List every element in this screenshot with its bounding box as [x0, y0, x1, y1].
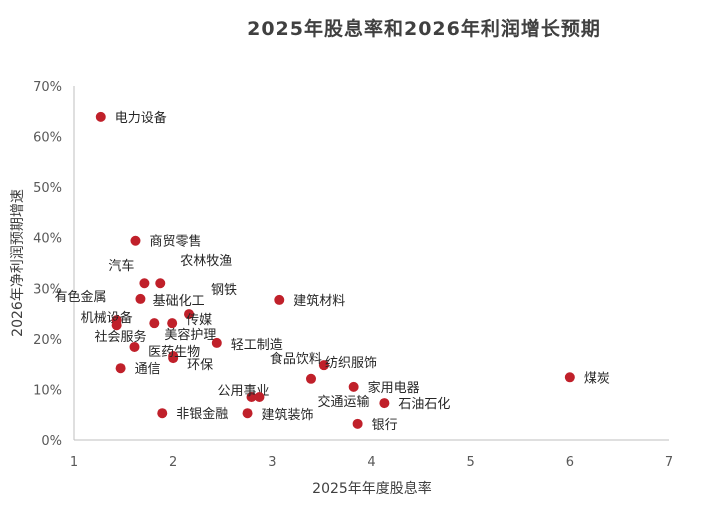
y-tick-label: 70% — [33, 80, 62, 95]
point-label: 交通运输 — [317, 394, 369, 410]
data-point — [155, 278, 166, 289]
point-label: 轻工制造 — [231, 338, 283, 353]
y-tick-label: 10% — [33, 383, 62, 398]
point-label: 建筑材料 — [293, 293, 345, 309]
y-tick-label: 20% — [33, 333, 62, 348]
point-label: 通信 — [135, 362, 161, 377]
data-point — [379, 398, 390, 409]
point-label: 非银金融 — [176, 406, 228, 422]
y-axis-label: 2026年净利润预期增速 — [10, 189, 26, 337]
data-point — [149, 318, 160, 329]
y-tick-label: 50% — [33, 181, 62, 196]
chart-title: 2025年股息率和2026年利润增长预期 — [247, 17, 601, 40]
data-point — [139, 278, 150, 289]
data-point — [184, 309, 195, 320]
data-point — [352, 418, 363, 429]
data-point — [111, 320, 122, 331]
x-tick-label: 3 — [268, 455, 276, 470]
data-point — [95, 111, 106, 122]
data-point — [348, 381, 359, 392]
point-label: 电力设备 — [115, 110, 167, 126]
point-label: 建筑装饰 — [262, 407, 314, 423]
point-label: 基础化工 — [153, 294, 205, 309]
point-label: 商贸零售 — [149, 234, 201, 250]
data-point — [246, 392, 257, 403]
y-tick-label: 30% — [33, 282, 62, 297]
data-point — [167, 318, 178, 329]
data-point — [135, 293, 146, 304]
data-point — [318, 360, 329, 371]
data-point — [157, 408, 168, 419]
point-label: 有色金属 — [54, 289, 106, 305]
point-label: 传媒 — [186, 313, 212, 328]
x-tick-label: 7 — [665, 455, 673, 470]
data-point — [254, 392, 265, 403]
y-tick-label: 60% — [33, 131, 62, 146]
y-tick-label: 40% — [33, 232, 62, 247]
point-label: 美容护理 — [164, 327, 216, 343]
data-point — [115, 363, 126, 374]
point-label: 食品饮料 — [270, 351, 322, 367]
x-tick-label: 1 — [70, 455, 78, 470]
x-tick-label: 5 — [467, 455, 475, 470]
data-point — [306, 373, 317, 384]
data-point — [564, 372, 575, 383]
x-axis-label: 2025年年度股息率 — [312, 480, 432, 497]
point-label: 机械设备 — [81, 310, 133, 326]
x-tick-label: 2 — [169, 455, 177, 470]
data-point — [211, 337, 222, 348]
data-point — [129, 341, 140, 352]
data-point — [130, 235, 141, 246]
point-label: 家用电器 — [368, 380, 420, 396]
point-label: 医药生物 — [148, 345, 200, 360]
y-tick-label: 0% — [41, 434, 62, 449]
data-point — [168, 351, 179, 362]
point-label: 银行 — [372, 418, 398, 433]
x-tick-label: 4 — [367, 455, 375, 470]
point-label: 纺织服饰 — [325, 356, 377, 371]
point-label: 钢铁 — [211, 283, 237, 298]
x-tick-label: 6 — [566, 455, 574, 470]
data-point — [242, 408, 253, 419]
point-label: 石油石化 — [398, 397, 450, 412]
point-label: 汽车 — [108, 258, 134, 274]
point-label: 农林牧渔 — [180, 254, 232, 269]
data-point — [274, 294, 285, 305]
point-label: 环保 — [187, 358, 213, 373]
point-label: 煤炭 — [584, 371, 610, 386]
point-label: 社会服务 — [94, 329, 146, 345]
